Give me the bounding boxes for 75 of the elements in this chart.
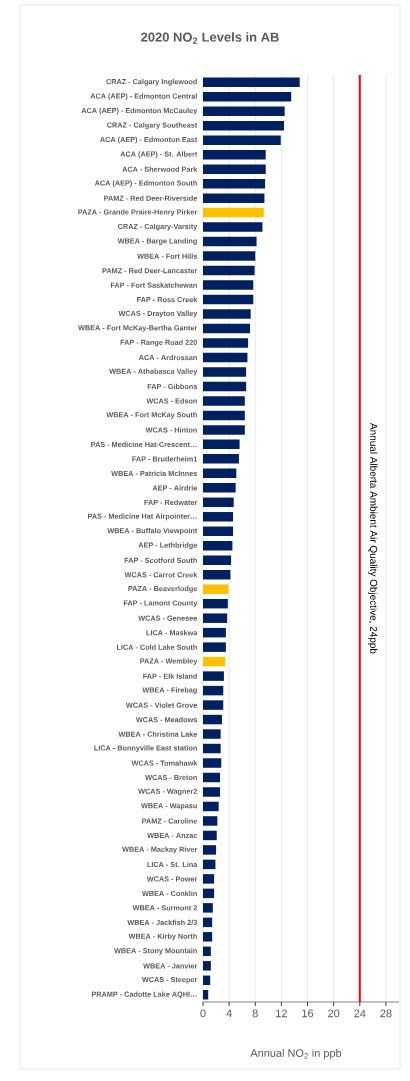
bar <box>203 323 251 334</box>
bar <box>203 946 211 957</box>
bar <box>203 207 264 218</box>
bar <box>203 91 292 102</box>
bar <box>203 396 245 406</box>
bar <box>203 265 255 276</box>
bar <box>203 859 216 870</box>
bar <box>203 801 219 812</box>
bar <box>203 483 236 493</box>
bar <box>203 787 220 797</box>
bar <box>203 149 266 160</box>
bar <box>203 120 285 131</box>
bar <box>203 700 224 710</box>
bar <box>203 932 213 942</box>
bar <box>203 729 221 739</box>
bar <box>203 584 229 594</box>
x-tick-label: 0 <box>200 1009 206 1018</box>
bar <box>203 816 218 826</box>
bar <box>203 164 266 174</box>
bar <box>203 425 245 435</box>
bar <box>203 714 222 725</box>
x-tick-label: 4 <box>226 1009 232 1018</box>
bar <box>203 526 234 537</box>
chart-title: 2020 NO$_{2}$ Levels in AB <box>141 32 279 44</box>
bar <box>203 541 233 551</box>
bar <box>203 251 256 261</box>
x-tick-label: 20 <box>328 1009 340 1018</box>
bar <box>203 845 217 855</box>
bar <box>203 685 224 696</box>
bar <box>203 454 239 464</box>
x-axis-title: Annual NO$_{2}$ in ppb <box>250 1048 342 1060</box>
bar <box>203 497 234 508</box>
bar <box>203 106 285 116</box>
bar <box>203 888 215 899</box>
bar <box>203 193 265 203</box>
bar <box>203 975 211 986</box>
bar <box>203 656 226 667</box>
bar <box>203 309 251 319</box>
bar <box>203 671 224 681</box>
bar <box>203 917 213 928</box>
bar <box>203 352 248 363</box>
bar <box>203 439 240 450</box>
bar <box>203 569 231 580</box>
x-tick-label: 8 <box>252 1009 258 1018</box>
x-tick-label: 24 <box>354 1009 366 1018</box>
bar <box>203 222 263 232</box>
bar <box>203 294 254 305</box>
bar <box>203 830 217 841</box>
bar <box>203 178 266 189</box>
x-tick-label: 28 <box>380 1009 392 1018</box>
bar <box>203 743 221 754</box>
bar <box>203 280 254 290</box>
bar <box>203 627 226 638</box>
bar <box>203 961 211 971</box>
bar <box>203 135 281 145</box>
x-tick-label: 12 <box>276 1009 287 1018</box>
bar <box>203 367 247 377</box>
bar <box>203 410 245 421</box>
bar <box>203 381 247 392</box>
bar <box>203 758 222 768</box>
bar <box>203 338 249 348</box>
bar <box>203 77 300 87</box>
bar <box>203 236 257 247</box>
bar <box>203 468 237 479</box>
bar <box>203 990 209 1000</box>
bar <box>203 598 228 609</box>
bar <box>203 512 234 522</box>
ref-line-label: Annual Alberta Ambient Air Quality Objective, 24ppb <box>368 423 378 654</box>
bar <box>203 642 226 652</box>
bar <box>203 772 220 783</box>
bar <box>203 874 215 884</box>
bar <box>203 613 228 623</box>
bar <box>203 903 213 913</box>
bar <box>203 555 232 565</box>
x-tick-label: 16 <box>302 1009 314 1018</box>
